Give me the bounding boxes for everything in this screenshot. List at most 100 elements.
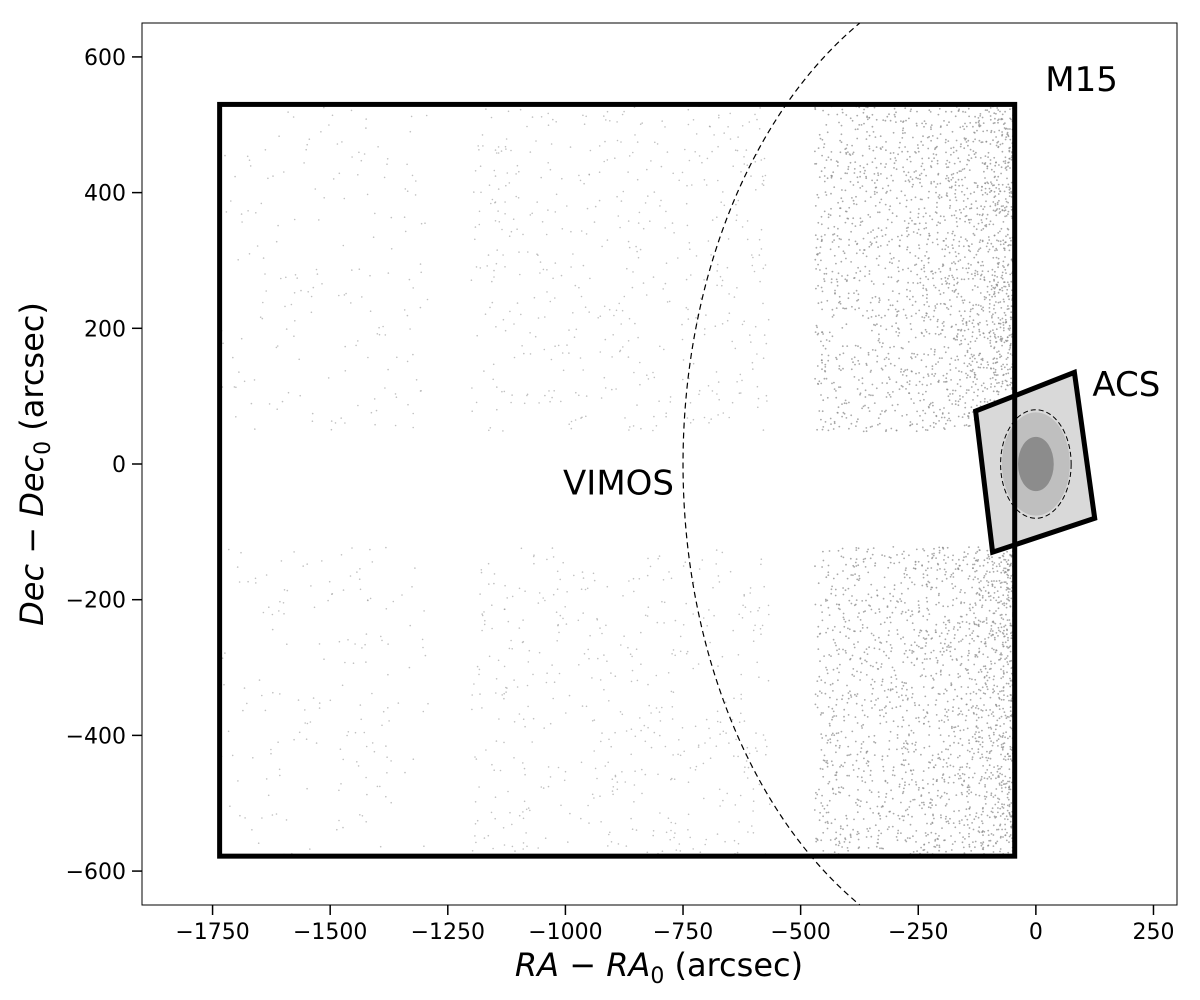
star-point	[952, 146, 955, 149]
star-point	[829, 738, 832, 741]
star-point	[1004, 786, 1007, 789]
star-point	[550, 143, 553, 145]
star-point	[817, 221, 820, 224]
star-point	[1005, 717, 1008, 720]
star-point	[891, 774, 894, 776]
star-point	[978, 248, 980, 251]
star-point	[1006, 809, 1009, 812]
star-point	[694, 725, 697, 728]
star-point	[838, 367, 841, 370]
star-point	[1000, 626, 1003, 629]
star-point	[748, 752, 751, 755]
star-point	[943, 780, 946, 783]
star-point	[976, 635, 979, 637]
star-point	[957, 252, 960, 255]
star-point	[941, 827, 943, 829]
star-point	[1001, 643, 1004, 646]
star-point	[1010, 280, 1013, 283]
star-point	[828, 614, 831, 616]
star-point	[425, 114, 428, 117]
star-point	[647, 378, 650, 380]
star-point	[756, 118, 758, 121]
star-point	[935, 586, 938, 589]
star-point	[974, 383, 977, 386]
star-point	[814, 377, 816, 380]
star-point	[831, 718, 833, 721]
star-point	[831, 788, 834, 791]
star-point	[870, 583, 873, 586]
star-point	[1007, 780, 1009, 783]
star-point	[744, 606, 747, 608]
star-point	[522, 619, 524, 621]
star-point	[551, 396, 553, 399]
star-point	[854, 344, 857, 347]
star-point	[713, 134, 715, 136]
star-point	[760, 248, 763, 250]
star-point	[732, 629, 734, 632]
star-point	[689, 402, 692, 404]
star-point	[949, 650, 952, 653]
star-point	[963, 310, 966, 313]
star-point	[485, 749, 487, 751]
star-point	[639, 383, 641, 386]
star-point	[533, 562, 535, 565]
star-point	[994, 274, 996, 277]
star-point	[985, 320, 988, 322]
star-point	[1001, 142, 1004, 145]
star-point	[893, 669, 896, 672]
star-point	[884, 119, 887, 122]
star-point	[1009, 677, 1011, 680]
star-point	[827, 739, 829, 742]
star-point	[384, 334, 387, 336]
star-point	[665, 210, 667, 213]
star-point	[855, 565, 858, 567]
star-point	[420, 222, 423, 225]
star-point	[636, 679, 639, 682]
star-point	[1009, 368, 1011, 370]
star-point	[662, 288, 664, 290]
star-point	[839, 139, 841, 142]
star-point	[950, 173, 953, 176]
star-point	[965, 392, 968, 394]
star-point	[860, 776, 863, 779]
star-point	[511, 845, 514, 848]
star-point	[926, 851, 929, 854]
star-point	[969, 369, 972, 372]
star-point	[961, 416, 964, 418]
star-point	[904, 146, 906, 148]
star-point	[827, 822, 829, 824]
star-point	[941, 248, 944, 251]
star-point	[903, 370, 905, 373]
star-point	[997, 635, 999, 637]
star-point	[369, 310, 372, 313]
star-point	[967, 786, 969, 789]
star-point	[921, 419, 924, 422]
star-point	[856, 176, 859, 179]
star-point	[993, 291, 996, 293]
star-point	[990, 777, 992, 780]
star-point	[1005, 613, 1007, 616]
star-point	[988, 187, 991, 190]
star-point	[922, 770, 925, 772]
star-point	[667, 817, 670, 819]
star-point	[831, 707, 834, 710]
star-point	[974, 269, 977, 272]
star-point	[255, 582, 257, 584]
star-point	[544, 394, 546, 397]
star-point	[1010, 196, 1013, 198]
star-point	[972, 399, 974, 401]
star-point	[867, 593, 870, 596]
star-point	[984, 177, 986, 179]
star-point	[832, 171, 835, 174]
star-point	[501, 228, 503, 231]
star-point	[964, 406, 967, 409]
star-point	[549, 168, 552, 171]
star-point	[614, 731, 616, 734]
star-point	[361, 296, 363, 298]
star-point	[997, 745, 999, 747]
star-point	[904, 194, 906, 197]
star-point	[910, 370, 913, 373]
star-point	[1000, 617, 1003, 619]
star-point	[973, 663, 976, 666]
star-point	[924, 813, 927, 816]
